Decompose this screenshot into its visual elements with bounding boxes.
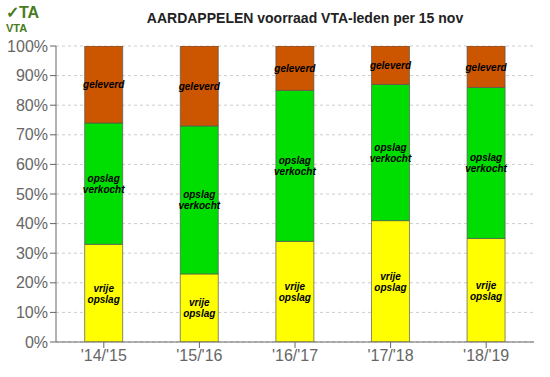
svg-text:40%: 40% — [16, 215, 48, 232]
svg-text:0%: 0% — [25, 334, 48, 351]
svg-text:opslagverkocht: opslagverkocht — [370, 142, 412, 164]
svg-text:opslagverkocht: opslagverkocht — [465, 152, 507, 174]
svg-text:'16/'17: '16/'17 — [272, 347, 318, 364]
svg-text:vrijeopslag: vrijeopslag — [88, 282, 120, 304]
svg-text:opslagverkocht: opslagverkocht — [83, 173, 125, 195]
svg-text:80%: 80% — [16, 97, 48, 114]
svg-text:'18/'19: '18/'19 — [463, 347, 509, 364]
svg-text:50%: 50% — [16, 186, 48, 203]
svg-text:30%: 30% — [16, 245, 48, 262]
svg-text:60%: 60% — [16, 156, 48, 173]
svg-text:opslagverkocht: opslagverkocht — [178, 189, 220, 211]
svg-text:geleverd: geleverd — [82, 79, 125, 90]
svg-text:vrijeopslag: vrijeopslag — [279, 281, 311, 303]
svg-text:geleverd: geleverd — [273, 63, 316, 74]
html-text:✓TA: ✓TA — [6, 4, 40, 21]
svg-text:opslagverkocht: opslagverkocht — [274, 155, 316, 177]
svg-text:'15/'16: '15/'16 — [176, 347, 222, 364]
svg-text:100%: 100% — [8, 38, 48, 55]
html-text:VTA: VTA — [6, 21, 28, 34]
svg-text:70%: 70% — [16, 126, 48, 143]
svg-text:geleverd: geleverd — [178, 80, 221, 91]
svg-text:20%: 20% — [16, 274, 48, 291]
svg-text:'17/'18: '17/'18 — [368, 347, 414, 364]
svg-text:geleverd: geleverd — [369, 60, 412, 71]
svg-text:10%: 10% — [16, 304, 48, 321]
svg-text:vrijeopslag: vrijeopslag — [470, 279, 502, 301]
svg-text:'14/'15: '14/'15 — [81, 347, 127, 364]
svg-text:vrijeopslag: vrijeopslag — [183, 297, 215, 319]
svg-text:90%: 90% — [16, 67, 48, 84]
svg-text:geleverd: geleverd — [465, 61, 508, 72]
html-text:AARDAPPELEN voorraad VTA-leden: AARDAPPELEN voorraad VTA-leden per 15 no… — [146, 10, 464, 26]
svg-text:vrijeopslag: vrijeopslag — [374, 270, 406, 292]
